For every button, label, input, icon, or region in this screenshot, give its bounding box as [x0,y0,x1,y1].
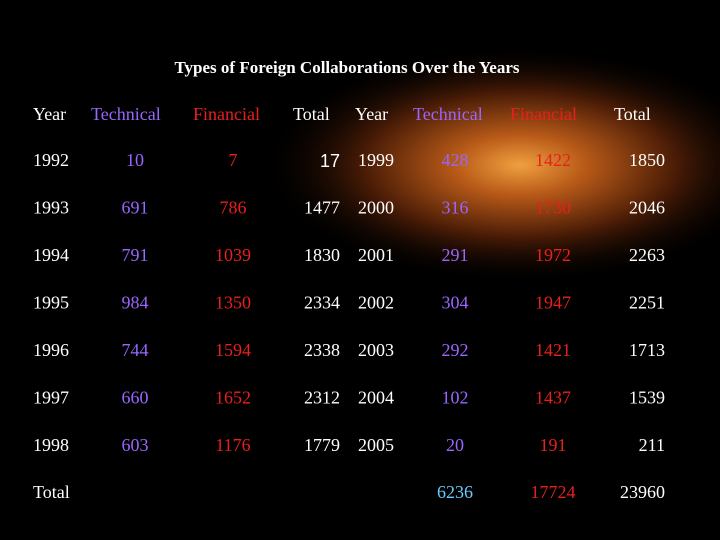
header-cell: Financial [193,104,260,124]
table-cell: 1713 [629,340,665,360]
table-cell: 2338 [304,340,340,360]
header-cell: Year [33,104,66,124]
header-cell: Technical [413,104,483,124]
table-cell: 1176 [215,435,250,455]
table-cell: 2002 [358,293,394,313]
table-cell: 1830 [304,245,340,265]
table-cell: 1998 [33,435,69,455]
table-cell: 984 [122,293,149,313]
total-cell: 17724 [531,482,576,502]
total-cell: 6236 [437,482,473,502]
table-cell: 1850 [629,150,665,170]
header-cell: Year [355,104,388,124]
table-cell: 304 [442,293,469,313]
table-cell: 1999 [358,150,394,170]
table-cell: 1594 [215,340,251,360]
table-cell: 1437 [535,388,571,408]
table-cell: 211 [639,435,665,455]
table-cell: 7 [229,150,238,170]
table-cell: 786 [220,198,247,218]
total-label: Total [33,482,70,502]
table-cell: 1995 [33,293,69,313]
table-cell: 1539 [629,388,665,408]
table-cell: 428 [442,150,469,170]
total-cell: 23960 [620,482,665,502]
table-cell: 1972 [535,245,571,265]
table-cell: 791 [122,245,149,265]
table-cell: 1350 [215,293,251,313]
table-cell: 2005 [358,435,394,455]
table-cell: 291 [442,245,469,265]
table-cell: 2004 [358,388,394,408]
table-cell: 2001 [358,245,394,265]
table-cell: 1779 [304,435,340,455]
table-cell: 10 [126,150,144,170]
table-cell: 20 [446,435,464,455]
table-cell: 2003 [358,340,394,360]
table-cell: 1730 [535,198,571,218]
table-cell: 691 [122,198,149,218]
table-cell: 660 [122,388,149,408]
table-cell: 17 [320,151,340,171]
table-cell: 1039 [215,245,251,265]
table-cell: 1477 [304,198,340,218]
table-cell: 1947 [535,293,571,313]
table-cell: 1422 [535,150,571,170]
table-cell: 603 [122,435,149,455]
table-cell: 191 [540,435,567,455]
table-cell: 1994 [33,245,69,265]
table-cell: 1652 [215,388,251,408]
table-cell: 2000 [358,198,394,218]
table-cell: 2251 [629,293,665,313]
table-cell: 1993 [33,198,69,218]
table-cell: 292 [442,340,469,360]
table-cell: 2263 [629,245,665,265]
header-cell: Financial [510,104,577,124]
table-cell: 744 [122,340,149,360]
table-cell: 1997 [33,388,69,408]
table-cell: 2046 [629,198,665,218]
table-cell: 1421 [535,340,571,360]
table-cell: 2312 [304,388,340,408]
table-cell: 102 [442,388,469,408]
table-cell: 1992 [33,150,69,170]
header-cell: Technical [91,104,161,124]
table-cell: 316 [442,198,469,218]
table-cell: 1996 [33,340,69,360]
header-cell: Total [293,104,330,124]
header-cell: Total [614,104,651,124]
title: Types of Foreign Collaborations Over the… [174,58,519,77]
table-cell: 2334 [304,293,340,313]
glow [260,45,720,285]
